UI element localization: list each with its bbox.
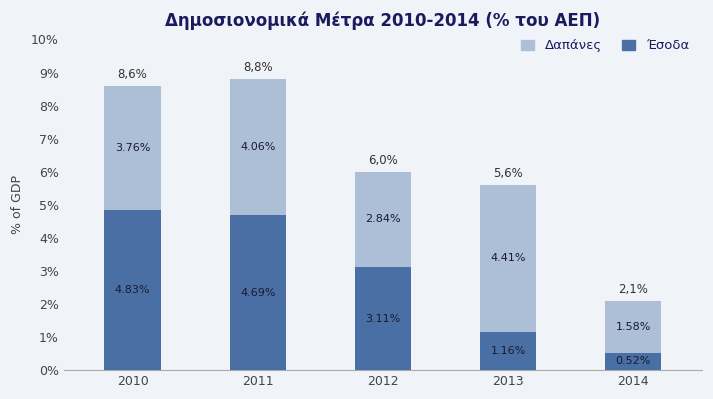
Y-axis label: % of GDP: % of GDP (11, 175, 24, 234)
Text: 6,0%: 6,0% (368, 154, 398, 167)
Text: 8,6%: 8,6% (118, 68, 148, 81)
Text: 4.83%: 4.83% (115, 285, 150, 295)
Legend: Δαπάνες, Έσοδα: Δαπάνες, Έσοδα (521, 40, 689, 53)
Bar (605, 300, 661, 353)
Bar (480, 185, 536, 332)
Text: 2.84%: 2.84% (365, 215, 401, 225)
Text: 4.41%: 4.41% (491, 253, 525, 263)
Text: 0.52%: 0.52% (615, 356, 651, 366)
Text: 1.58%: 1.58% (615, 322, 651, 332)
Text: 1.16%: 1.16% (491, 346, 525, 356)
Text: 8,8%: 8,8% (243, 61, 272, 74)
Text: 2,1%: 2,1% (618, 282, 648, 296)
Title: Δημοσιονομικά Μέτρα 2010-2014 (% του ΑΕΠ): Δημοσιονομικά Μέτρα 2010-2014 (% του ΑΕΠ… (165, 11, 600, 30)
Text: 4.69%: 4.69% (240, 288, 275, 298)
Bar (230, 215, 286, 370)
Bar (230, 79, 286, 215)
Text: 4.06%: 4.06% (240, 142, 275, 152)
Bar (354, 267, 411, 370)
Bar (105, 86, 160, 210)
Bar (105, 210, 160, 370)
Text: 3.11%: 3.11% (365, 314, 401, 324)
Text: 5,6%: 5,6% (493, 167, 523, 180)
Text: 3.76%: 3.76% (115, 143, 150, 153)
Bar (480, 332, 536, 370)
Bar (354, 172, 411, 267)
Bar (605, 353, 661, 370)
